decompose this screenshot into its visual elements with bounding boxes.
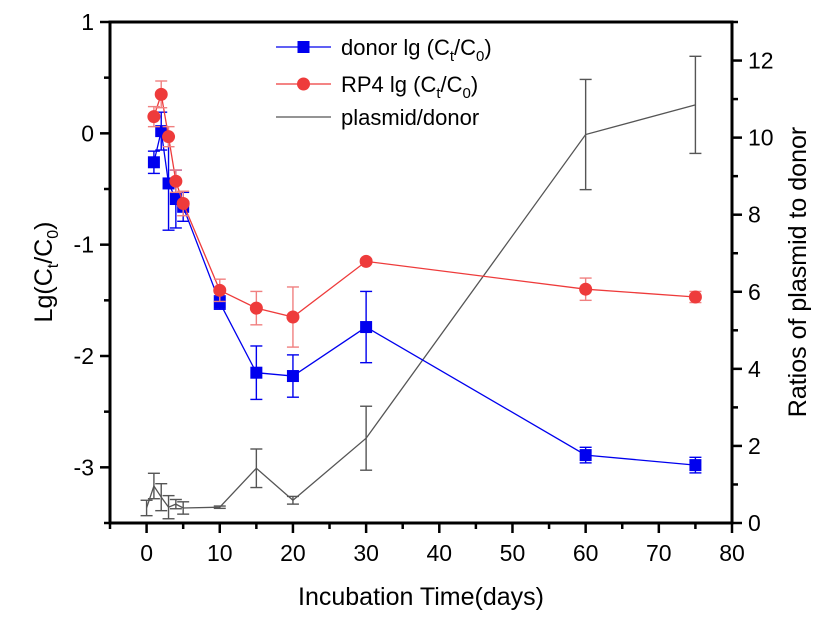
legend-label-part: RP4 lg (C	[341, 72, 436, 97]
y-axis-right-title: Ratios of plasmid to donor	[784, 127, 812, 417]
x-axis-title: Incubation Time(days)	[298, 583, 544, 611]
y-left-title-mid: /C	[30, 239, 58, 264]
x-tick-label: 60	[573, 540, 599, 566]
legend-label-part: )	[484, 35, 491, 60]
series-0	[147, 111, 702, 474]
y-left-title-base: Lg(C	[30, 268, 58, 322]
error-bar	[140, 499, 153, 517]
y-left-tick-label: -3	[74, 454, 94, 480]
series-layer	[140, 55, 702, 520]
error-bar	[360, 405, 373, 471]
legend-item-0: donor lg (Ct/C0)	[276, 35, 492, 65]
series-1	[147, 80, 702, 348]
data-point	[213, 296, 226, 309]
y-right-tick-label: 8	[748, 202, 761, 228]
error-bar	[286, 495, 299, 505]
series-line	[145, 104, 696, 509]
y-right-tick-label: 2	[748, 433, 761, 459]
x-tick-label: 40	[426, 540, 452, 566]
data-point	[688, 290, 702, 304]
data-point	[689, 459, 702, 472]
data-point	[155, 125, 168, 138]
series-2	[140, 55, 702, 520]
error-bar	[162, 494, 175, 520]
data-point	[359, 254, 373, 268]
legend-label-part: )	[471, 72, 478, 97]
data-point	[250, 366, 263, 379]
data-point	[286, 370, 299, 383]
y-right-tick-label: 4	[748, 356, 761, 382]
y-left-tick-label: -1	[74, 232, 94, 258]
error-bar	[177, 501, 190, 515]
data-point	[579, 449, 592, 462]
y-left-tick-label: -2	[74, 343, 94, 369]
legend-label-part: /C	[454, 35, 476, 60]
legend-label-part: 0	[463, 85, 471, 102]
data-point	[154, 87, 168, 101]
legend: donor lg (Ct/C0)RP4 lg (Ct/C0)plasmid/do…	[276, 35, 492, 130]
data-point	[147, 156, 160, 169]
data-point	[286, 310, 300, 324]
y-left-tick-label: 1	[81, 9, 94, 35]
error-bar	[169, 498, 182, 510]
data-point	[213, 283, 227, 297]
legend-label-part: /C	[441, 72, 463, 97]
data-point	[147, 110, 161, 124]
error-bar	[155, 482, 168, 512]
x-tick-label: 50	[500, 540, 526, 566]
legend-marker	[297, 77, 310, 91]
data-point	[162, 130, 176, 144]
legend-label: RP4 lg (Ct/C0)	[341, 72, 478, 102]
error-bar	[250, 448, 263, 489]
legend-label-part: 0	[476, 48, 484, 65]
legend-item-1: RP4 lg (Ct/C0)	[276, 72, 478, 102]
legend-label: plasmid/donor	[341, 105, 479, 130]
error-bar	[579, 78, 592, 191]
x-tick-label: 80	[719, 540, 745, 566]
y-left-title-sub2: 0	[45, 230, 62, 239]
legend-label-part: plasmid/donor	[341, 105, 479, 130]
legend-label-part: t	[450, 48, 455, 65]
y-right-tick-label: 10	[748, 125, 774, 151]
legend-label-part: donor lg (C	[341, 35, 450, 60]
legend-marker	[297, 41, 310, 53]
y-right-tick-label: 6	[748, 279, 761, 305]
legend-label-part: t	[436, 85, 441, 102]
y-left-title-end: )	[30, 222, 58, 230]
x-tick-label: 20	[280, 540, 306, 566]
y-axis-left-title: Lg(Ct/C0)	[30, 222, 62, 323]
x-tick-label: 10	[207, 540, 233, 566]
error-bar	[147, 472, 160, 500]
x-tick-label: 0	[140, 540, 153, 566]
y-left-title-sub1: t	[45, 263, 62, 268]
y-right-tick-label: 0	[748, 510, 761, 536]
data-point	[579, 282, 593, 296]
data-point	[169, 174, 183, 188]
error-bar	[689, 55, 702, 155]
x-tick-label: 70	[646, 540, 672, 566]
data-point	[176, 196, 190, 210]
data-point	[360, 321, 373, 334]
legend-label: donor lg (Ct/C0)	[341, 35, 492, 65]
data-point	[249, 301, 263, 315]
x-tick-label: 30	[353, 540, 379, 566]
y-left-tick-label: 0	[81, 120, 94, 146]
error-bar	[213, 505, 226, 510]
y-right-tick-label: 12	[748, 48, 774, 74]
legend-item-2: plasmid/donor	[276, 105, 479, 130]
